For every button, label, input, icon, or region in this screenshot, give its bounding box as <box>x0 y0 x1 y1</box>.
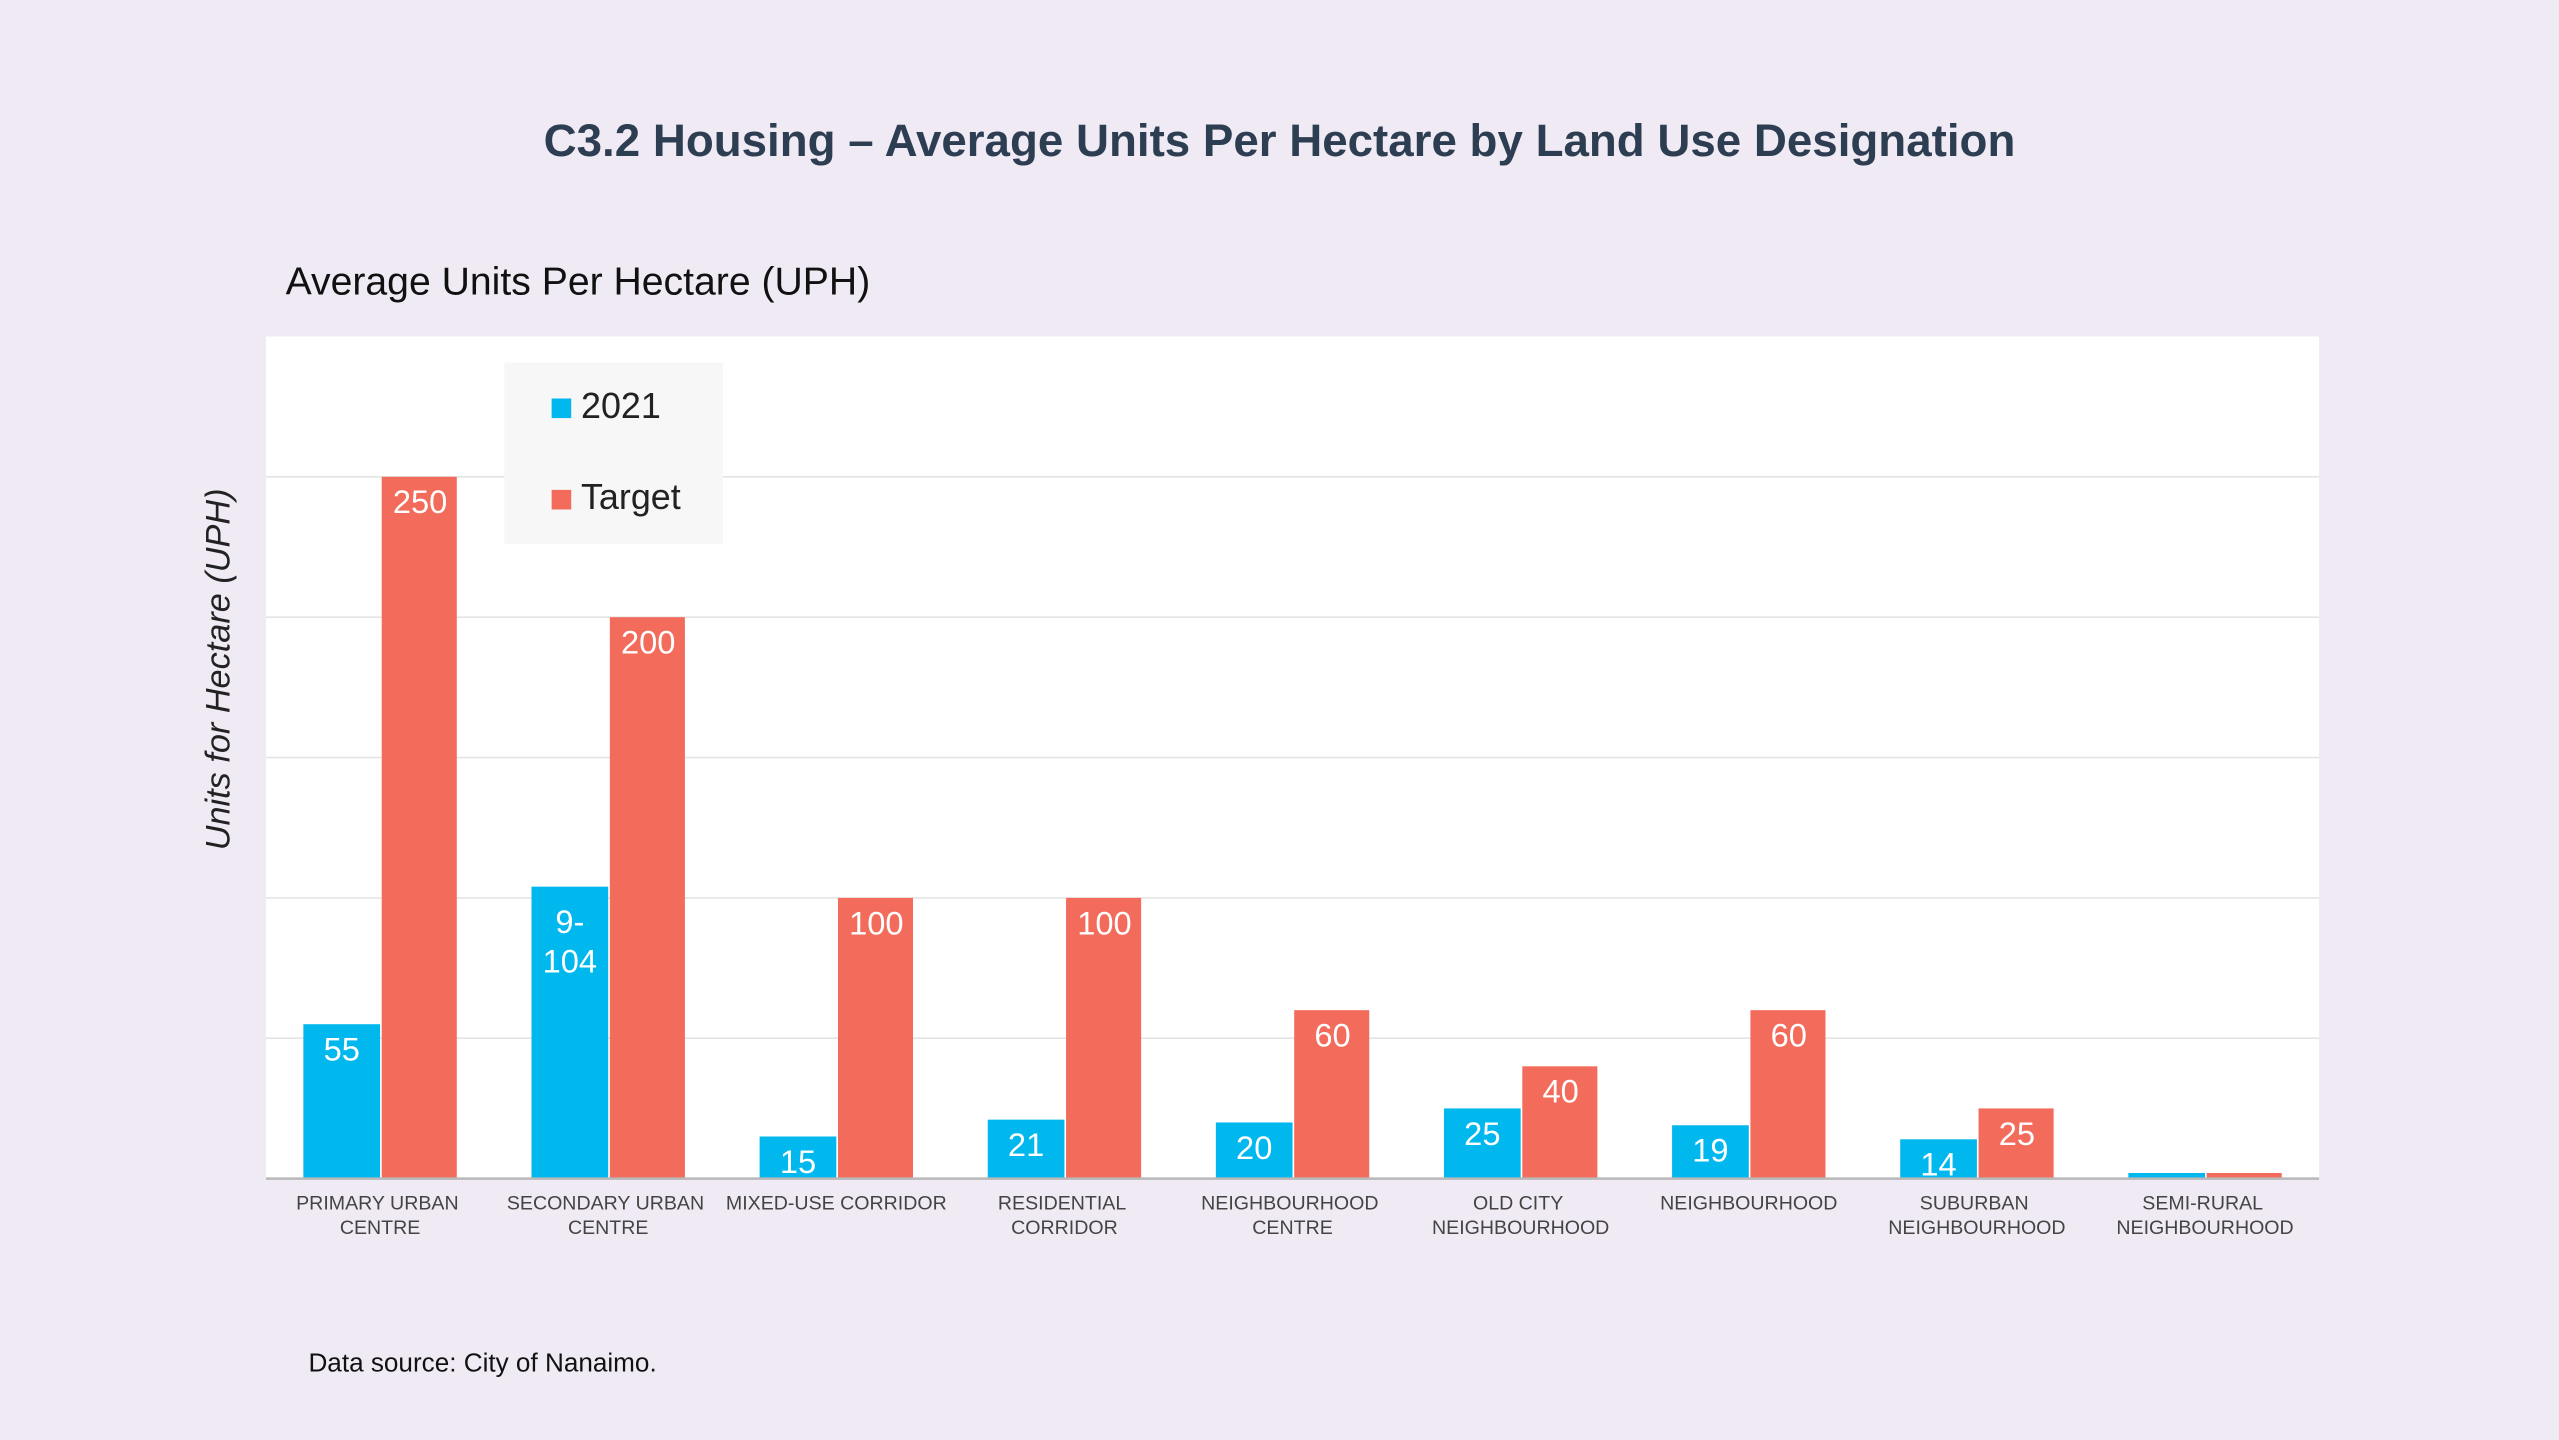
data-label: 14 <box>1920 1146 1956 1183</box>
x-tick-label: SUBURBAN NEIGHBOURHOOD <box>1888 1193 2065 1239</box>
legend: 2021 Target <box>504 362 723 544</box>
data-label: 9-104 <box>543 903 597 979</box>
x-tick-label: MIXED-USE CORRIDOR <box>726 1193 947 1215</box>
bar <box>2206 1172 2282 1179</box>
bar <box>1750 1010 1826 1179</box>
x-tick-label: RESIDENTIAL CORRIDOR <box>998 1193 1131 1239</box>
data-label: 21 <box>1008 1126 1044 1163</box>
bar <box>987 1119 1065 1179</box>
bar <box>531 886 609 1179</box>
data-label: 200 <box>621 624 675 661</box>
chart-subtitle: Average Units Per Hectare (UPH) <box>286 261 871 304</box>
x-tick-label: OLD CITY NEIGHBOURHOOD <box>1432 1193 1609 1239</box>
bar <box>1066 897 1142 1179</box>
x-tick-label: SECONDARY URBAN CENTRE <box>507 1193 710 1239</box>
data-label: 100 <box>849 904 903 941</box>
bar <box>609 617 685 1179</box>
bar <box>1294 1010 1370 1179</box>
legend-label: Target <box>581 477 681 517</box>
bar <box>837 897 914 1179</box>
x-tick-label: PRIMARY URBAN CENTRE <box>296 1193 464 1239</box>
x-tick-label: NEIGHBOURHOOD <box>1660 1193 1837 1215</box>
y-axis-label: Units for Hectare (UPH) <box>199 489 237 851</box>
x-tick-label: NEIGHBOURHOOD CENTRE <box>1201 1193 1384 1239</box>
data-label: 19 <box>1692 1132 1728 1169</box>
bar <box>759 1136 837 1179</box>
bar <box>303 1024 381 1179</box>
bar <box>1672 1125 1749 1179</box>
bar <box>1900 1139 1977 1179</box>
legend-box <box>504 362 723 544</box>
legend-swatch <box>551 489 572 510</box>
source-note: Data source: City of Nanaimo. <box>308 1348 656 1378</box>
legend-label: 2021 <box>581 386 661 426</box>
x-tick-label: SEMI-RURAL NEIGHBOURHOOD <box>2116 1193 2293 1239</box>
data-label: 25 <box>1464 1115 1500 1152</box>
data-label: 40 <box>1543 1073 1579 1110</box>
bar <box>2128 1172 2206 1179</box>
legend-swatch <box>551 398 572 419</box>
data-label: 15 <box>780 1143 816 1180</box>
bar <box>1522 1066 1598 1179</box>
data-label: 25 <box>1999 1115 2035 1152</box>
bar <box>381 476 457 1179</box>
bar <box>1443 1108 1521 1179</box>
data-label: 55 <box>324 1031 360 1068</box>
data-label: 20 <box>1236 1129 1272 1166</box>
bar <box>1978 1108 2054 1179</box>
chart-title: C3.2 Housing – Average Units Per Hectare… <box>544 115 2016 166</box>
data-label: 100 <box>1077 904 1131 941</box>
data-label: 60 <box>1771 1017 1807 1054</box>
data-label: 60 <box>1314 1017 1350 1054</box>
data-label: 250 <box>393 483 447 520</box>
bar <box>1215 1122 1293 1179</box>
